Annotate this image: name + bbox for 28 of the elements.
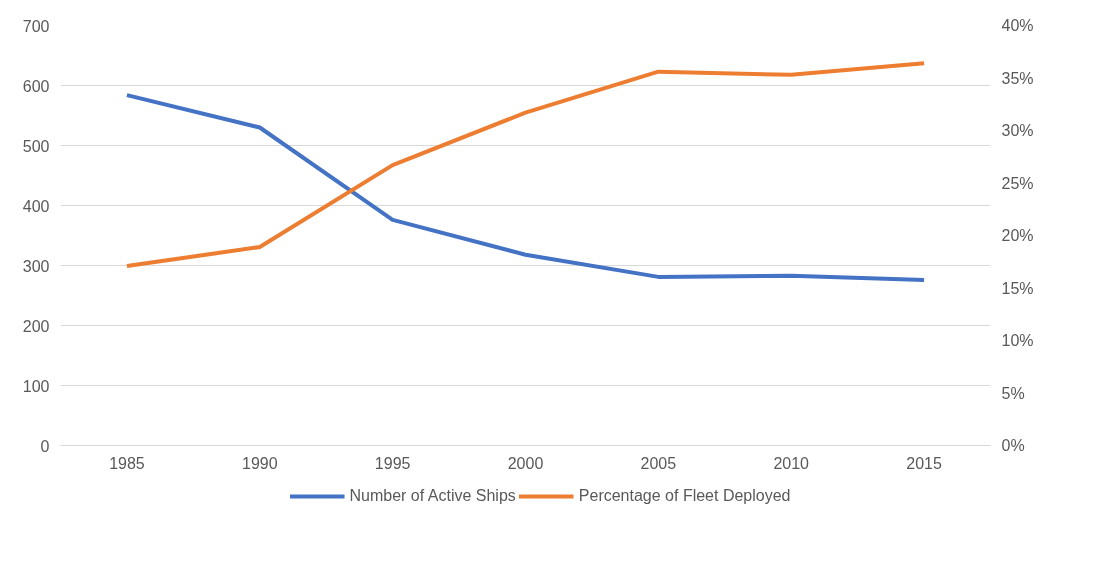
y2-tick-label: 0% [1001, 437, 1025, 454]
legend-label: Number of Active Ships [349, 487, 516, 505]
y-tick-label: 200 [22, 317, 50, 335]
y2-tick-label: 10% [1001, 332, 1034, 349]
y2-tick-label: 35% [1001, 69, 1034, 87]
y-tick-label: 100 [22, 377, 50, 395]
y-tick-label: 0 [40, 437, 50, 455]
x-tick-label: 2000 [507, 454, 544, 472]
x-tick-label: 1995 [374, 454, 411, 472]
x-tick-label: 2015 [906, 454, 942, 472]
x-tick-label: 1985 [109, 454, 145, 472]
y-tick-label: 500 [22, 137, 50, 155]
line-series [124, 61, 927, 268]
y-tick-label: 400 [22, 197, 50, 215]
y2-tick-label: 25% [1001, 174, 1034, 192]
y2-tick-label: 30% [1001, 122, 1034, 139]
x-tick-label: 2005 [640, 454, 677, 472]
x-tick-label: 1990 [241, 454, 278, 472]
line-series [124, 93, 927, 282]
y-tick-label: 700 [22, 17, 50, 35]
y2-tick-label: 5% [1001, 384, 1025, 402]
x-tick-label: 2010 [773, 454, 810, 472]
legend-label: Percentage of Fleet Deployed [578, 487, 791, 505]
y2-tick-label: 20% [1001, 227, 1034, 244]
y2-tick-label: 40% [1001, 17, 1034, 34]
y-tick-label: 600 [22, 77, 50, 95]
y-tick-label: 300 [22, 257, 50, 275]
y2-tick-label: 15% [1001, 279, 1034, 297]
